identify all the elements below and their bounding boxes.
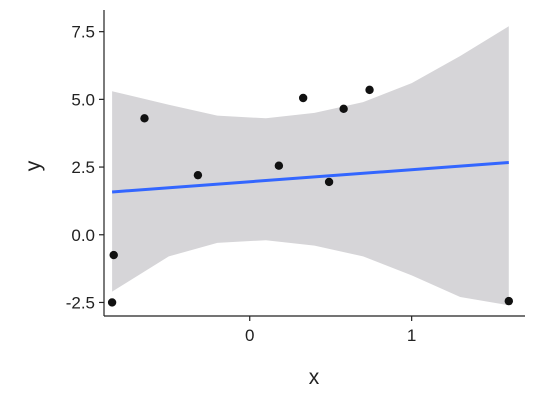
data-point bbox=[193, 170, 203, 180]
regression-line bbox=[111, 160, 509, 194]
y-tick-label: 7.5 bbox=[71, 23, 95, 42]
data-point bbox=[107, 298, 117, 307]
y-tick-label: 2.5 bbox=[71, 158, 95, 177]
y-tick-label: 0.0 bbox=[71, 226, 95, 245]
x-axis-title: x bbox=[309, 366, 320, 389]
data-point bbox=[504, 296, 514, 306]
y-tick-label: -2.5 bbox=[66, 293, 95, 312]
x-tick-label: 1 bbox=[407, 326, 416, 345]
data-point bbox=[365, 85, 374, 95]
y-tick-label: 5.0 bbox=[71, 90, 95, 109]
data-point bbox=[140, 114, 149, 123]
confidence-band bbox=[112, 26, 509, 306]
data-point bbox=[324, 177, 334, 187]
data-point bbox=[339, 104, 348, 114]
y-axis-ticks: -2.5 0.0 2.5 5.0 7.5 bbox=[66, 23, 104, 312]
plot-panel bbox=[107, 26, 514, 307]
data-point bbox=[298, 93, 308, 103]
data-points bbox=[107, 85, 514, 307]
x-tick-label: 0 bbox=[245, 326, 254, 345]
data-point bbox=[274, 161, 284, 170]
data-point bbox=[109, 250, 118, 260]
y-axis-title: y bbox=[22, 160, 45, 171]
